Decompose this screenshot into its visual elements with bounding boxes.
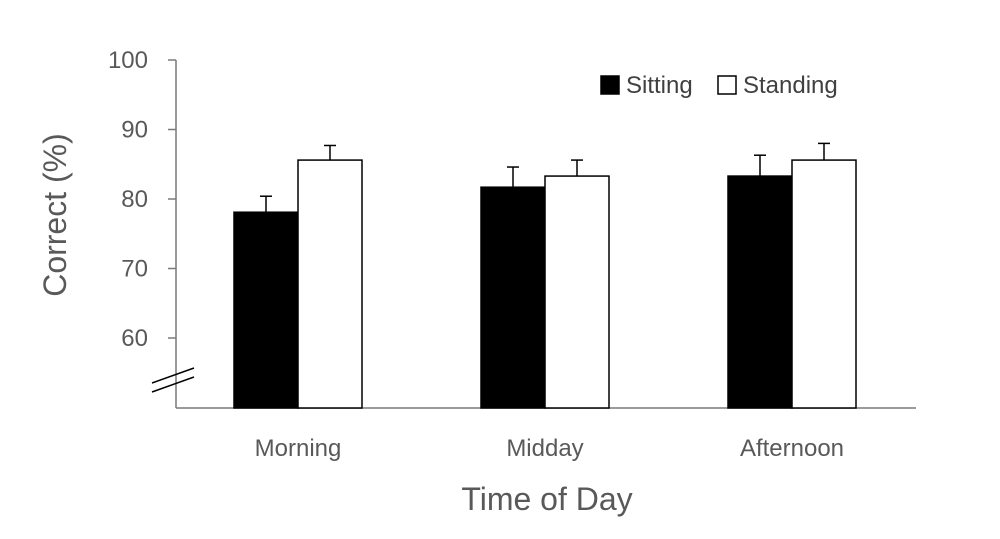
bar-midday-sitting xyxy=(480,186,546,409)
x-tick-label-afternoon: Afternoon xyxy=(740,435,844,462)
legend-swatch-standing xyxy=(717,75,737,95)
y-axis-label: Correct (%) xyxy=(37,133,73,297)
bars xyxy=(233,159,857,409)
x-tick-label-midday: Midday xyxy=(506,435,583,462)
y-tick-label-90: 90 xyxy=(121,117,148,144)
y-tick-label-60: 60 xyxy=(121,325,148,352)
bar-midday-standing xyxy=(544,175,610,409)
legend-label-standing: Standing xyxy=(743,72,838,99)
y-tick-label-80: 80 xyxy=(121,186,148,213)
bar-afternoon-standing xyxy=(791,159,857,409)
x-tick-labels: Morning Midday Afternoon xyxy=(255,435,844,462)
error-bars xyxy=(260,142,830,213)
y-tick-label-70: 70 xyxy=(121,256,148,283)
y-ticks: 60 70 80 90 100 xyxy=(108,47,176,352)
bar-morning-standing xyxy=(297,159,363,409)
bar-afternoon-sitting xyxy=(727,175,793,409)
legend: Sitting Standing xyxy=(600,72,838,99)
x-axis-label: Time of Day xyxy=(461,481,632,517)
legend-label-sitting: Sitting xyxy=(626,72,693,99)
axis-break-mark xyxy=(151,367,195,393)
legend-swatch-sitting xyxy=(600,75,620,95)
x-tick-label-morning: Morning xyxy=(255,435,342,462)
bar-morning-sitting xyxy=(233,211,299,409)
y-tick-label-100: 100 xyxy=(108,47,148,74)
